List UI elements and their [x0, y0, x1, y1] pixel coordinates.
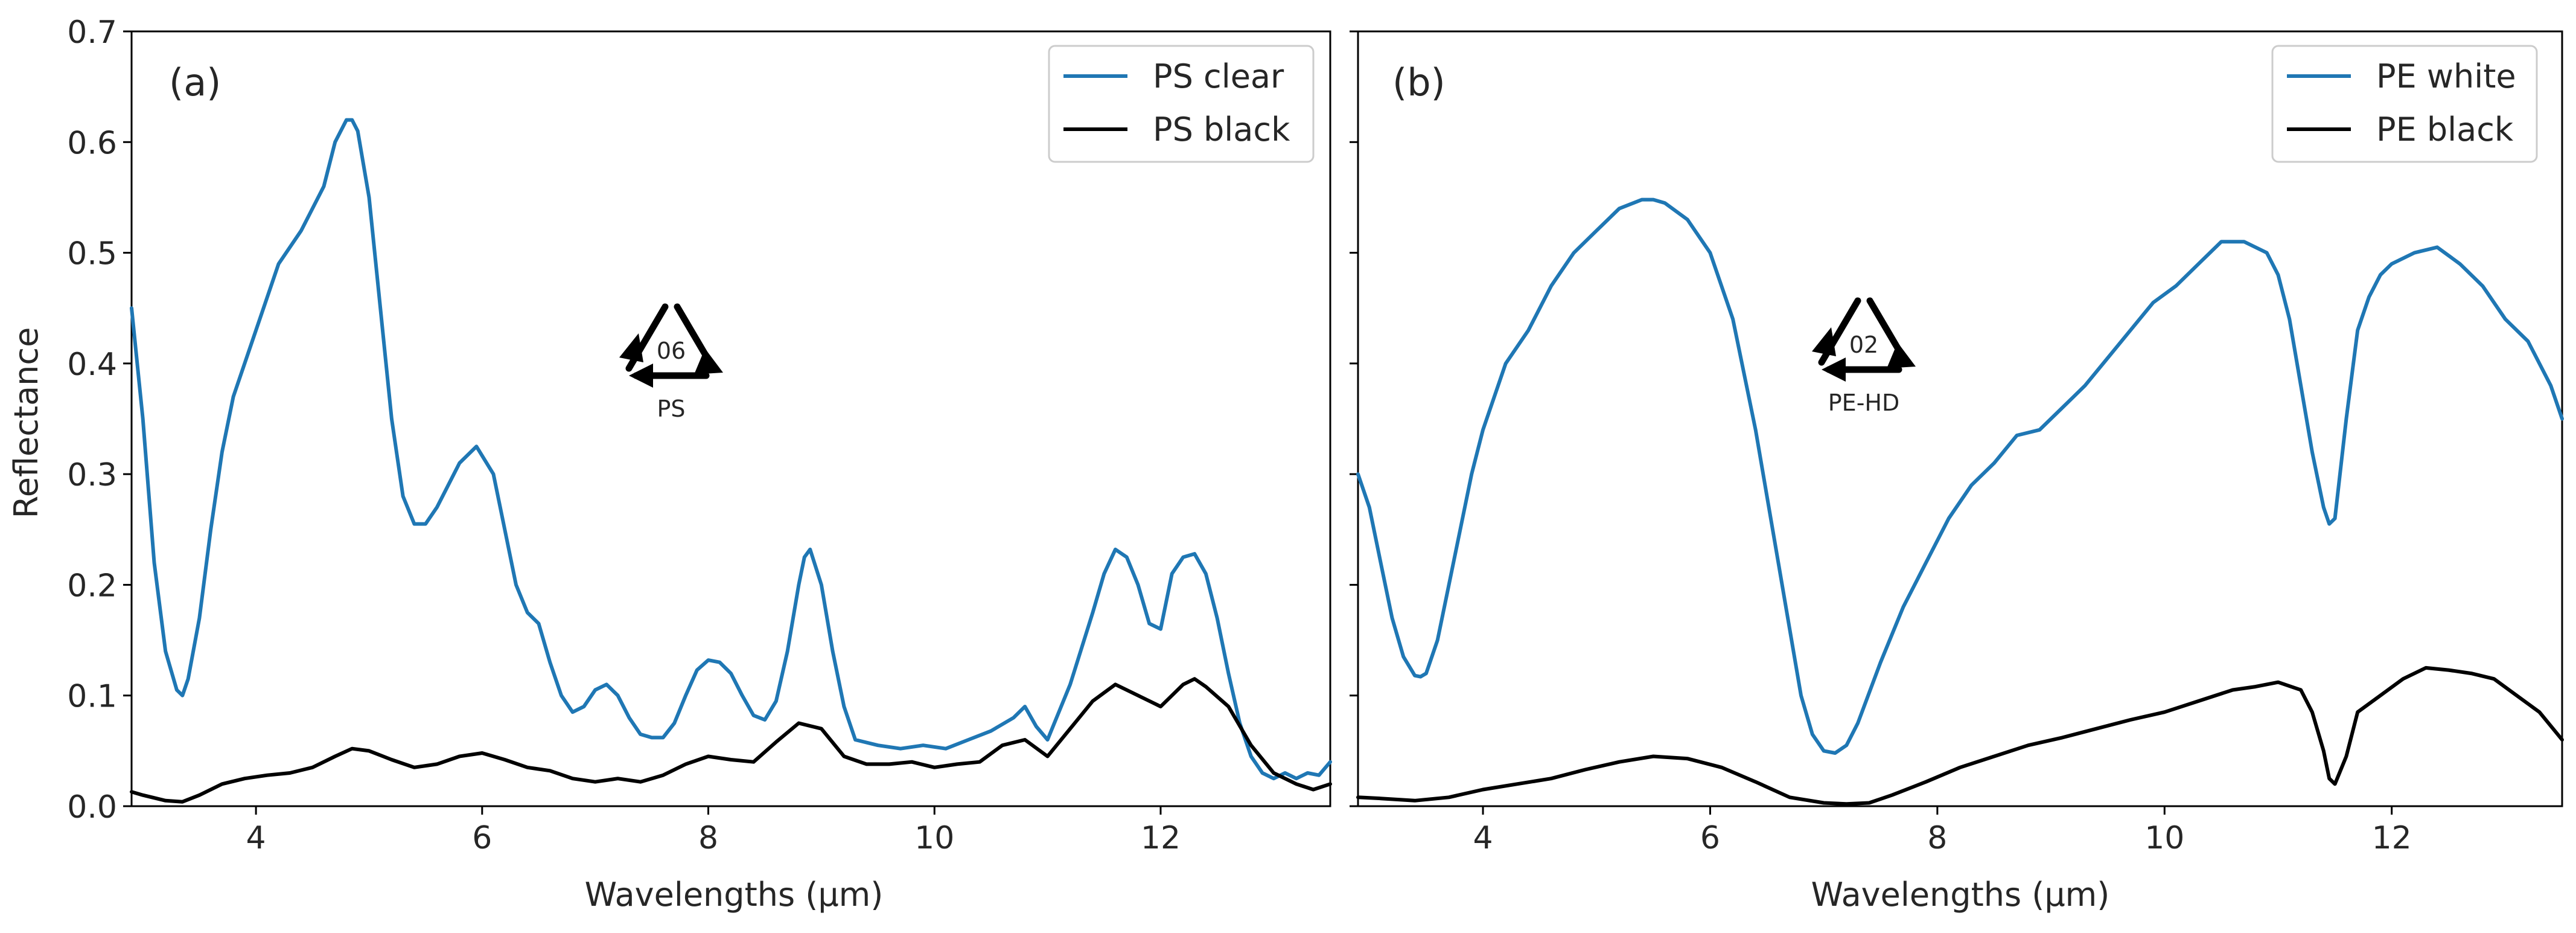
x-axis-label-a: Wavelengths (µm) [585, 876, 884, 914]
x-tick-label: 8 [698, 820, 718, 856]
recycle-arrowhead-icon [1812, 327, 1836, 356]
recycle-arrowhead-icon [1887, 342, 1916, 368]
series-lines-a [130, 118, 1332, 804]
plot-frame-a [130, 30, 1331, 807]
recycle-arrowhead-icon [694, 348, 723, 374]
y-tick-label: 0.4 [67, 347, 117, 383]
x-axis-ticks-a: 4 6 8 10 12 [246, 806, 1181, 856]
y-axis-ticks-b [1350, 30, 1358, 807]
recycle-arrowhead-icon [1822, 357, 1846, 382]
legend-b: PE white PE black [2271, 45, 2538, 163]
legend-label-pe-white: PE white [2376, 57, 2516, 95]
y-tick-label: 0.5 [67, 236, 117, 272]
legend-label-ps-clear: PS clear [1153, 57, 1284, 95]
legend-label-ps-black: PS black [1153, 111, 1290, 149]
recycling-symbol-ps: 06 PS [619, 303, 723, 422]
x-tick-label: 4 [246, 820, 266, 856]
y-tick-label: 0.1 [67, 679, 117, 715]
x-tick-label: 10 [2144, 820, 2184, 856]
series-line-ps-black [130, 677, 1332, 804]
series-lines-b [1356, 197, 2564, 806]
recycling-label: PE-HD [1828, 390, 1899, 416]
panel-a: 0.0 0.1 0.2 0.3 0.4 0.5 0.6 0.7 4 6 8 10 12 (a) Ref… [7, 14, 1332, 914]
x-tick-label: 12 [1141, 820, 1181, 856]
x-tick-label: 4 [1473, 820, 1493, 856]
y-tick-label: 0.2 [67, 568, 117, 604]
x-tick-label: 10 [914, 820, 954, 856]
panel-label-a: (a) [169, 60, 221, 104]
series-line-ps-clear [130, 118, 1332, 781]
x-axis-label-b: Wavelengths (µm) [1811, 876, 2110, 914]
series-line-pe-black [1356, 665, 2564, 806]
y-tick-label: 0.7 [67, 14, 117, 51]
recycle-arrowhead-icon [629, 364, 653, 388]
recycling-label: PS [657, 396, 685, 422]
series-line-pe-white [1356, 197, 2564, 755]
x-tick-label: 12 [2372, 820, 2412, 856]
recycle-arrowhead-icon [619, 333, 643, 362]
legend-a: PS clear PS black [1048, 45, 1315, 163]
x-axis-ticks-b: 4 6 8 10 12 [1473, 806, 2412, 856]
legend-label-pe-black: PE black [2376, 111, 2514, 149]
panel-b: 4 6 8 10 12 (b) Wavelengths (µm) PE white PE… [1350, 30, 2564, 914]
y-tick-label: 0.6 [67, 125, 117, 161]
x-tick-label: 8 [1927, 820, 1947, 856]
y-tick-label: 0.0 [67, 789, 117, 826]
x-tick-label: 6 [472, 820, 492, 856]
recycling-code: 06 [657, 338, 686, 364]
panel-label-b: (b) [1392, 60, 1446, 104]
recycling-symbol-pe-hd: 02 PE-HD [1812, 297, 1916, 416]
x-tick-label: 6 [1700, 820, 1720, 856]
y-axis-ticks-a: 0.0 0.1 0.2 0.3 0.4 0.5 0.6 0.7 [67, 14, 132, 826]
y-tick-label: 0.3 [67, 457, 117, 493]
y-axis-label-a: Reflectance [7, 327, 45, 519]
recycling-code: 02 [1849, 332, 1878, 358]
